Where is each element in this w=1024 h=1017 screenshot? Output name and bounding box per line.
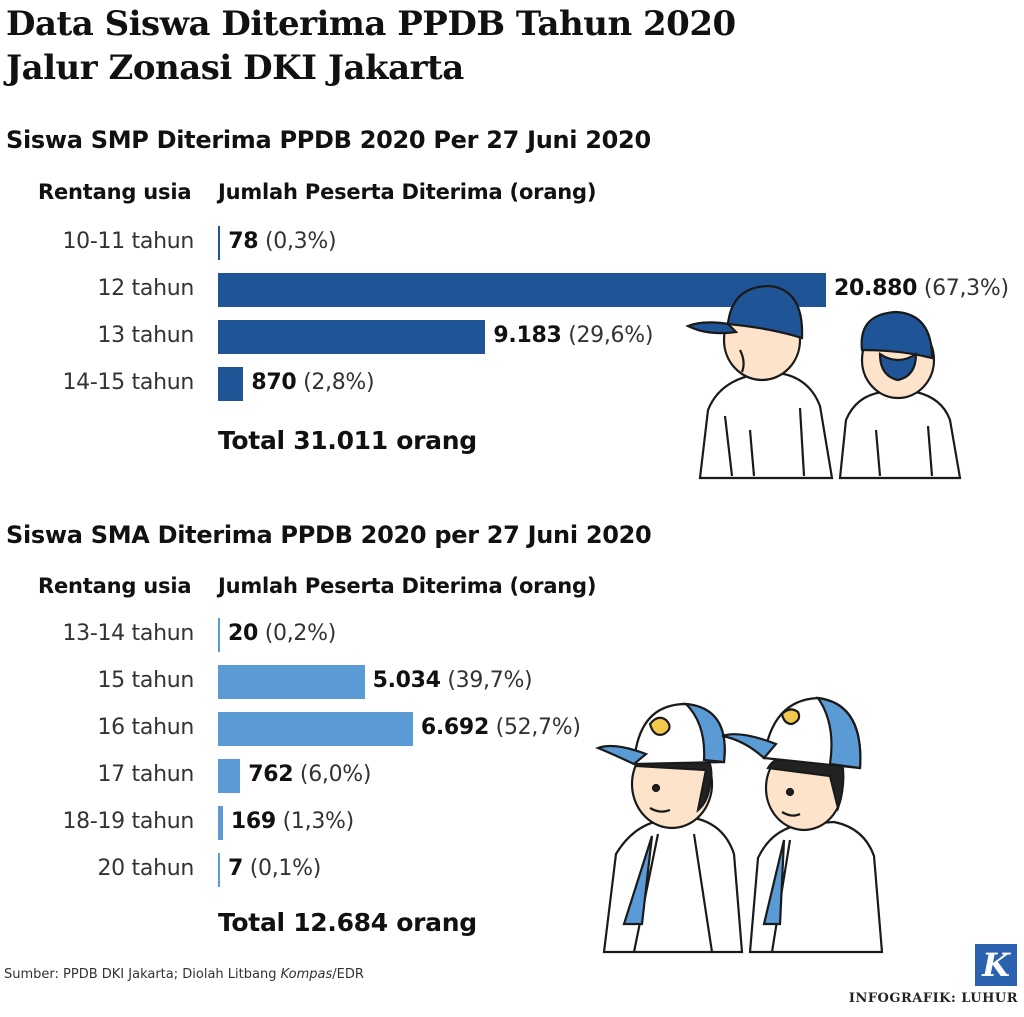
sma-data-label: 5.034 (39,7%) [373, 668, 533, 693]
main-title-line1: Data Siswa Diterima PPDB Tahun 2020 [6, 4, 736, 44]
sma-age-label: 13-14 tahun [62, 621, 194, 646]
sma-total: Total 12.684 orang [218, 908, 477, 937]
sma-value-label: 6.692 [420, 715, 489, 740]
sma-percent-label: (6,0%) [299, 762, 372, 787]
sma-value-label: 762 [248, 762, 294, 787]
smp-bar [218, 226, 221, 260]
smp-bar [218, 367, 244, 401]
smp-value-label: 9.183 [493, 323, 562, 348]
smp-value-label: 20.880 [834, 276, 918, 301]
sma-value-label: 20 [228, 621, 259, 646]
sma-data-label: 762 (6,0%) [248, 762, 371, 787]
sma-value-label: 7 [228, 856, 244, 881]
smp-value-header: Jumlah Peserta Diterima (orang) [218, 180, 597, 204]
smp-bar [218, 273, 826, 307]
smp-value-label: 870 [251, 370, 297, 395]
sma-percent-label: (1,3%) [282, 809, 355, 834]
sma-age-label: 18-19 tahun [62, 809, 194, 834]
source-prefix: Sumber: PPDB DKI Jakarta; Diolah Litbang [4, 967, 281, 982]
infographic-credit: INFOGRAFIK: LUHUR [848, 991, 1018, 1006]
sma-data-label: 7 (0,1%) [228, 856, 321, 881]
smp-age-label: 10-11 tahun [62, 229, 194, 254]
smp-bar [218, 320, 486, 354]
sma-bar [218, 853, 220, 887]
sma-bar [218, 712, 413, 746]
smp-category-header: Rentang usia [38, 180, 192, 204]
sma-data-label: 20 (0,2%) [228, 621, 336, 646]
source-italic: Kompas [280, 967, 333, 982]
sma-bar [218, 759, 241, 793]
sma-percent-label: (0,2%) [264, 621, 337, 646]
smp-age-label: 13 tahun [97, 323, 194, 348]
sma-percent-label: (0,1%) [249, 856, 322, 881]
source-note: Sumber: PPDB DKI Jakarta; Diolah Litbang… [4, 967, 364, 982]
smp-percent-label: (2,8%) [303, 370, 375, 395]
smp-total: Total 31.011 orang [218, 426, 477, 455]
sma-age-label: 17 tahun [97, 762, 194, 787]
smp-data-label: 78 (0,3%) [228, 229, 336, 254]
sma-data-label: 6.692 (52,7%) [421, 715, 581, 740]
smp-age-label: 14-15 tahun [62, 370, 194, 395]
sma-age-label: 20 tahun [97, 856, 194, 881]
sma-age-label: 16 tahun [97, 715, 194, 740]
sma-age-label: 15 tahun [97, 668, 194, 693]
sma-data-label: 169 (1,3%) [231, 809, 354, 834]
smp-percent-label: (29,6%) [568, 323, 654, 348]
sma-value-label: 5.034 [372, 668, 441, 693]
sma-bar [218, 618, 220, 652]
sma-value-label: 169 [230, 809, 276, 834]
smp-percent-label: (67,3%) [923, 276, 1009, 301]
sma-chart-title: Siswa SMA Diterima PPDB 2020 per 27 Juni… [6, 521, 652, 549]
source-suffix: /EDR [332, 967, 364, 982]
smp-students-illustration [685, 284, 962, 480]
main-title-line2: Jalur Zonasi DKI Jakarta [6, 48, 464, 88]
smp-chart-title: Siswa SMP Diterima PPDB 2020 Per 27 Juni… [6, 126, 651, 154]
sma-percent-label: (39,7%) [447, 668, 533, 693]
kompas-logo: K [975, 944, 1017, 986]
smp-percent-label: (0,3%) [264, 229, 337, 254]
smp-data-label: 20.880 (67,3%) [834, 276, 1009, 301]
smp-age-label: 12 tahun [97, 276, 194, 301]
sma-percent-label: (52,7%) [495, 715, 581, 740]
smp-data-label: 9.183 (29,6%) [493, 323, 653, 348]
smp-value-label: 78 [228, 229, 259, 254]
sma-bar [218, 806, 223, 840]
sma-students-illustration [594, 696, 884, 954]
sma-category-header: Rentang usia [38, 574, 192, 598]
sma-value-header: Jumlah Peserta Diterima (orang) [218, 574, 597, 598]
smp-data-label: 870 (2,8%) [251, 370, 374, 395]
sma-bar [218, 665, 365, 699]
